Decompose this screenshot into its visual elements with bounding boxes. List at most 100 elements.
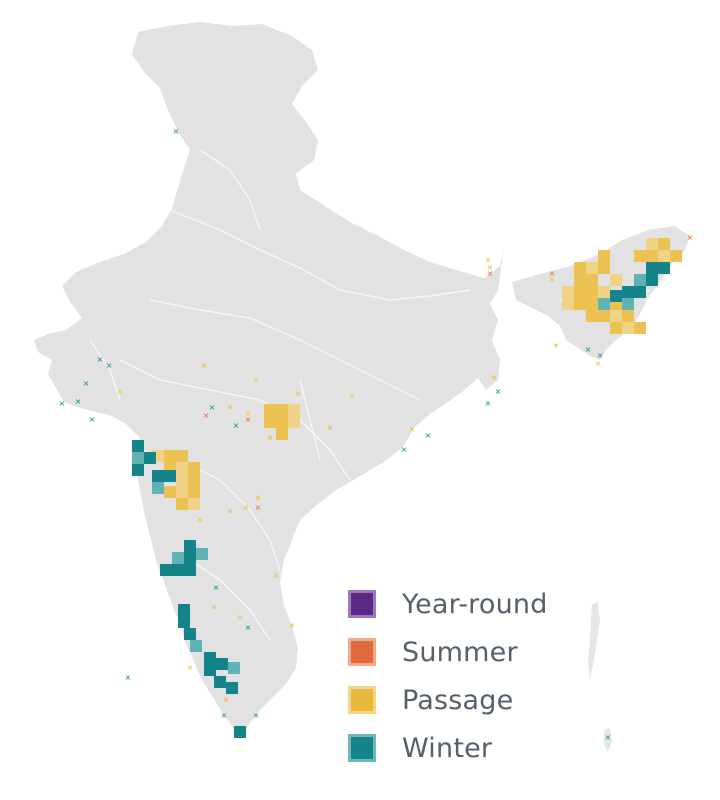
legend-label: Winter	[402, 732, 493, 764]
winter-cell	[226, 682, 238, 694]
winter-cell	[178, 604, 190, 616]
winter-cell	[228, 662, 240, 674]
passage-cell	[646, 250, 658, 262]
passage-cell	[586, 310, 598, 322]
winter-cell	[204, 664, 216, 676]
passage-occurrence-mark: ×	[255, 493, 262, 502]
passage-cell	[188, 474, 200, 486]
summer-occurrence-mark: ×	[549, 269, 556, 278]
summer-occurrence-mark: ×	[255, 503, 262, 512]
legend-item-passage: Passage	[348, 676, 588, 724]
winter-cell	[132, 440, 144, 452]
passage-occurrence-mark: ×	[237, 613, 244, 622]
legend-item-summer: Summer	[348, 628, 588, 676]
winter-cell	[622, 286, 634, 298]
winter-cell	[172, 552, 184, 564]
passage-cell	[276, 404, 288, 416]
winter-cell	[184, 540, 196, 552]
passage-occurrence-mark: ×	[549, 275, 556, 284]
winter-cell	[160, 564, 172, 576]
legend-item-year-round: Year-round	[348, 580, 588, 628]
winter-occurrence-mark: ×	[425, 431, 432, 440]
passage-cell	[646, 238, 658, 250]
summer-occurrence-mark: ×	[487, 269, 494, 278]
passage-cell	[622, 310, 634, 322]
winter-cell	[196, 548, 208, 560]
passage-cell	[288, 416, 300, 428]
passage-cell	[176, 474, 188, 486]
passage-cell	[610, 274, 622, 286]
winter-occurrence-mark: ×	[597, 351, 604, 360]
summer-occurrence-mark: ×	[687, 233, 694, 242]
passage-occurrence-mark: ×	[487, 263, 494, 272]
passage-occurrence-mark: ×	[295, 389, 302, 398]
winter-occurrence-mark: ×	[106, 361, 113, 370]
legend-item-winter: Winter	[348, 724, 588, 772]
passage-occurrence-mark: ×	[227, 507, 234, 516]
passage-cell	[574, 298, 586, 310]
winter-cell	[204, 652, 216, 664]
passage-occurrence-mark: ×	[245, 409, 252, 418]
passage-cell	[574, 274, 586, 286]
passage-cell	[264, 416, 276, 428]
winter-cell	[132, 464, 144, 476]
winter-occurrence-mark: ×	[89, 415, 96, 424]
passage-cell	[264, 404, 276, 416]
winter-cell	[178, 616, 190, 628]
boundary-line	[189, 559, 271, 641]
passage-occurrence-mark: ×	[595, 359, 602, 368]
passage-cell	[610, 310, 622, 322]
winter-occurrence-mark: ×	[125, 673, 132, 682]
passage-occurrence-mark: ×	[267, 433, 274, 442]
passage-cell	[188, 486, 200, 498]
boundary-line	[299, 379, 321, 461]
passage-swatch	[348, 686, 376, 714]
winter-occurrence-mark: ×	[401, 445, 408, 454]
passage-cell	[586, 286, 598, 298]
winter-occurrence-mark: ×	[485, 399, 492, 408]
boundary-line	[199, 149, 261, 231]
legend-label: Summer	[402, 636, 518, 668]
winter-occurrence-mark: ×	[213, 583, 220, 592]
winter-cell	[610, 290, 622, 302]
passage-occurrence-mark: ×	[553, 341, 560, 350]
passage-cell	[634, 250, 646, 262]
summer-occurrence-mark: ×	[203, 411, 210, 420]
passage-cell	[586, 298, 598, 310]
passage-cell	[176, 462, 188, 474]
passage-cell	[276, 428, 288, 440]
winter-occurrence-mark: ×	[173, 127, 180, 136]
winter-occurrence-mark: ×	[233, 421, 240, 430]
winter-cell	[132, 452, 144, 464]
passage-cell	[610, 322, 622, 334]
legend: Year-round Summer Passage Winter	[348, 580, 588, 772]
passage-occurrence-mark: ×	[197, 515, 204, 524]
occurrence-cells	[132, 238, 682, 738]
boundary-line	[89, 339, 121, 401]
passage-cell	[670, 250, 682, 262]
passage-cell	[586, 274, 598, 286]
passage-occurrence-mark: ×	[117, 387, 124, 396]
winter-occurrence-mark: ×	[585, 345, 592, 354]
winter-cell	[184, 552, 196, 564]
passage-occurrence-mark: ×	[273, 571, 280, 580]
passage-occurrence-mark: ×	[243, 503, 250, 512]
passage-cell	[562, 298, 574, 310]
passage-occurrence-mark: ×	[491, 373, 498, 382]
winter-cell	[658, 262, 670, 274]
boundary-line	[149, 299, 421, 401]
passage-occurrence-mark: ×	[289, 621, 296, 630]
legend-label: Year-round	[402, 588, 548, 620]
passage-occurrence-mark: ×	[227, 403, 234, 412]
winter-cell	[184, 628, 196, 640]
passage-cell	[658, 238, 670, 250]
winter-occurrence-mark: ×	[253, 711, 260, 720]
passage-occurrence-mark: ×	[253, 375, 260, 384]
winter-cell	[172, 564, 184, 576]
winter-occurrence-mark: ×	[59, 399, 66, 408]
winter-cell	[164, 470, 176, 482]
passage-cell	[164, 450, 176, 462]
winter-cell	[634, 286, 646, 298]
passage-occurrence-mark: ×	[201, 361, 208, 370]
